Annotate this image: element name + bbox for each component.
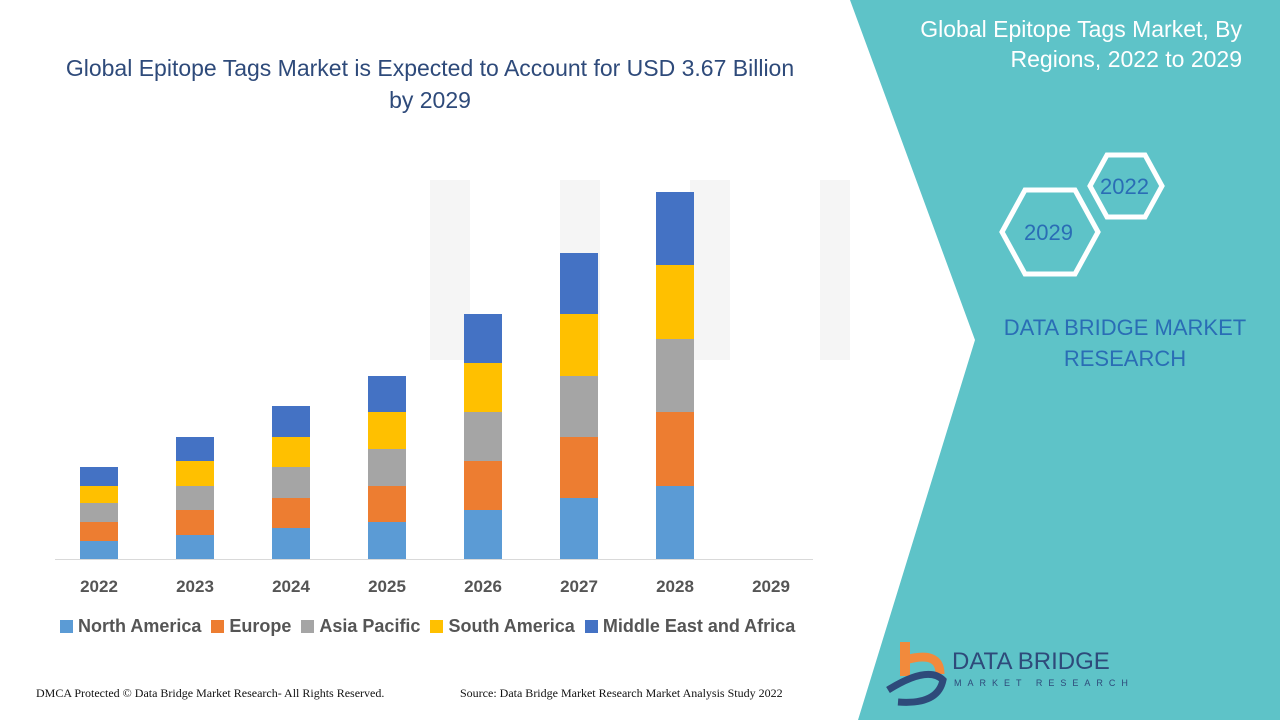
bar-segment [368,449,406,486]
bar-segment [368,376,406,412]
legend-swatch [211,620,225,633]
bar-segment [560,253,598,314]
bar-segment [176,535,214,559]
bar-segment [272,437,310,467]
chart-legend: North America Europe Asia Pacific South Ame… [60,616,795,637]
legend-swatch [584,620,598,633]
legend-label: Middle East and Africa [602,616,796,636]
bar-segment [368,486,406,522]
legend-swatch [301,620,315,633]
bar-segment [176,486,214,510]
legend-swatch [430,620,444,633]
legend-label: Asia Pacific [319,616,421,636]
bar-segment [368,412,406,449]
logo-sub: MARKET RESEARCH [954,678,1134,688]
x-tick-label: 2027 [560,577,598,596]
hex-year-2029: 2029 [1024,220,1073,245]
logo-icon [886,642,947,706]
teal-panel [850,0,1280,720]
chart: 2022 2023 2024 2025 2026 2027 2028 2029 [55,192,813,596]
legend-swatch [60,620,73,633]
legend-item: Asia Pacific [301,616,420,637]
hex-year-2022: 2022 [1100,174,1149,199]
bar-segment [80,467,118,486]
bar-segment [464,412,502,461]
bar-segment [464,510,502,559]
bar-segment [176,461,214,486]
bar-segment [272,528,310,559]
bar-segment [272,406,310,437]
bar-segment [80,503,118,522]
footer-source: Source: Data Bridge Market Research Mark… [460,686,783,700]
bar-segment [464,461,502,510]
footer-copyright: DMCA Protected © Data Bridge Market Rese… [36,686,385,700]
bar-segment [176,437,214,461]
legend-item: North America [60,616,201,637]
bar-segment [464,363,502,412]
bar-segment [656,265,694,339]
x-tick-label: 2024 [272,577,310,596]
legend-label: North America [78,616,202,636]
bar-segment [80,522,118,541]
legend-item: Middle East and Africa [584,616,796,637]
bar-segment [656,412,694,486]
bar-segment [368,522,406,559]
x-tick-label: 2022 [80,577,118,596]
legend-item: Europe [211,616,291,637]
legend-label: Europe [229,616,292,636]
brand-text: DATA BRIDGE MARKET RESEARCH [1003,315,1247,371]
bar-segment [656,339,694,412]
side-title: Global Epitope Tags Market, By Regions, … [920,16,1242,72]
page-title: Global Epitope Tags Market is Expected t… [65,55,795,113]
bar-segment [176,510,214,535]
x-tick-label: 2023 [176,577,214,596]
bar-segment [272,467,310,498]
bar-segment [560,314,598,376]
x-tick-label: 2028 [656,577,694,596]
bar-segment [80,541,118,559]
bar-segment [560,376,598,437]
x-tick-label: 2029 [752,577,790,596]
bar-segment [656,486,694,559]
legend-label: South America [448,616,575,636]
x-tick-label: 2026 [464,577,502,596]
legend-item: South America [430,616,575,637]
hexagon-icon [999,187,1101,277]
x-tick-label: 2025 [368,577,406,596]
bar-segment [272,498,310,528]
bar-segment [560,437,598,498]
bar-segment [464,314,502,363]
bar-segment [656,192,694,265]
logo-name: DATA BRIDGE [952,648,1110,675]
bar-segment [560,498,598,559]
hexagon-icon [1087,152,1165,220]
bar-segment [80,486,118,503]
